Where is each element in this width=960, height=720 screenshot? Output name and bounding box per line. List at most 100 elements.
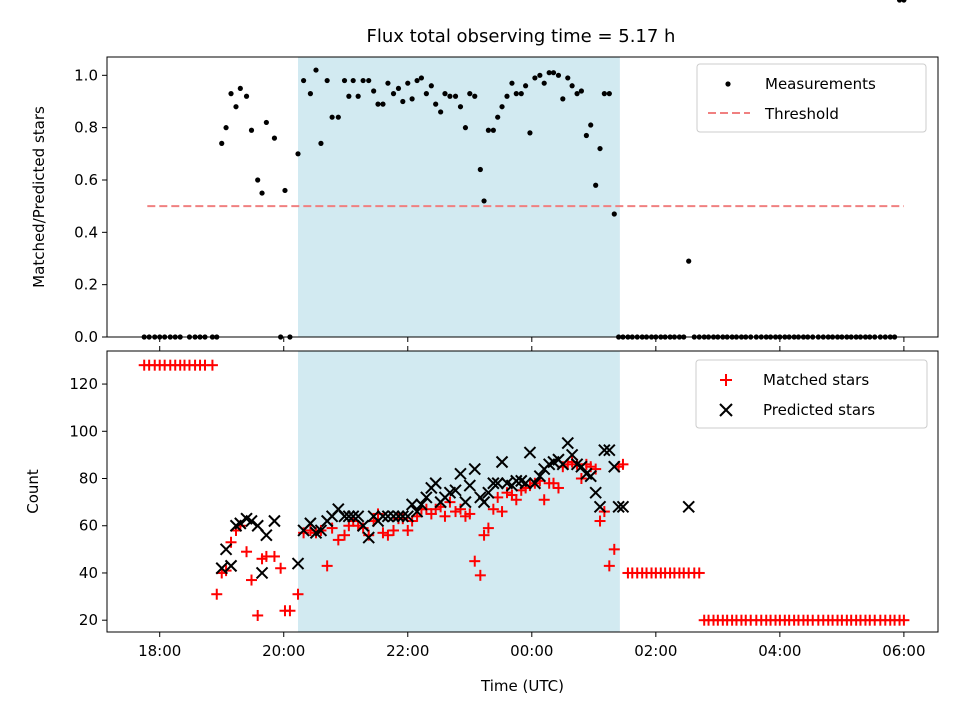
- legend-matched-label: Matched stars: [763, 371, 869, 389]
- predicted-star-point: [401, 510, 414, 523]
- measurement-point: [447, 93, 453, 99]
- measurement-point: [295, 151, 301, 157]
- measurement-point: [686, 258, 692, 264]
- measurement-point: [462, 125, 469, 131]
- count-y-tick-label: 60: [79, 517, 98, 535]
- matched-star-point: [275, 562, 287, 574]
- observing-window-bottom: [298, 351, 620, 632]
- matched-star-point: [496, 506, 508, 518]
- predicted-star-point: [342, 510, 356, 523]
- predicted-star-point: [429, 477, 442, 490]
- measurement-point: [504, 93, 510, 99]
- measurement-point: [228, 91, 234, 97]
- matched-star-point: [898, 614, 910, 626]
- matched-star-point: [617, 458, 629, 470]
- measurement-point: [259, 190, 265, 196]
- predicted-star-point: [255, 566, 269, 580]
- ratio-legend: Measurements Threshold: [696, 63, 927, 133]
- measurement-point: [318, 140, 324, 146]
- measurement-point: [300, 77, 307, 84]
- measurement-point: [588, 122, 594, 128]
- matched-star-point: [245, 574, 257, 586]
- matched-star-point: [326, 522, 338, 534]
- predicted-star-point: [314, 524, 328, 537]
- predicted-star-point: [533, 469, 547, 483]
- measurement-point: [380, 101, 386, 107]
- x-tick-label: 02:00: [634, 642, 677, 660]
- predicted-star-point: [410, 505, 424, 518]
- measurement-point: [371, 88, 377, 94]
- predicted-star-point: [215, 562, 228, 575]
- matched-star-point: [469, 555, 481, 567]
- measurement-point: [307, 91, 314, 97]
- predicted-star-point: [381, 510, 395, 523]
- measurement-point: [360, 77, 366, 84]
- ratio-y-tick-label: 0.6: [74, 171, 98, 189]
- ratio-y-tick-label: 0.8: [74, 119, 98, 137]
- predicted-star-point: [510, 474, 523, 488]
- measurement-point: [569, 83, 575, 89]
- predicted-star-point: [362, 531, 375, 544]
- measurement-point: [896, 0, 903, 3]
- predicted-star-point: [491, 477, 504, 490]
- measurement-point: [442, 91, 448, 97]
- predicted-star-point: [556, 458, 570, 471]
- measurement-point: [428, 83, 434, 89]
- predicted-star-point: [593, 500, 607, 514]
- measurement-point: [509, 80, 515, 86]
- predicted-star-point: [612, 500, 625, 514]
- measurement-point: [601, 91, 607, 97]
- count-y-tick-label: 20: [79, 611, 98, 629]
- predicted-star-point: [245, 514, 258, 528]
- measurement-point: [346, 93, 352, 99]
- measurement-point: [233, 104, 239, 110]
- measurement-point: [237, 85, 243, 92]
- measurement-point: [527, 130, 533, 136]
- predicted-star-point: [616, 500, 630, 514]
- counts-panel: 18:00 20:00 22:00 00:00 02:00 04:00 06:00 20 40 6…: [24, 346, 939, 695]
- predicted-star-point: [584, 469, 597, 483]
- measurement-point: [593, 182, 599, 188]
- matched-star-point: [339, 529, 351, 541]
- measurement-point: [335, 114, 341, 120]
- matched-star-point: [377, 527, 389, 539]
- matched-star-point: [284, 605, 296, 617]
- measurement-point: [499, 104, 505, 110]
- measurement-point: [341, 77, 348, 84]
- count-y-tick-label: 120: [69, 375, 98, 393]
- measurement-point: [597, 145, 603, 152]
- measurement-point: [409, 96, 415, 102]
- measurement-point: [375, 101, 381, 107]
- predicted-star-point: [260, 528, 273, 542]
- predicted-star-point: [468, 462, 481, 476]
- measurement-point: [400, 98, 406, 105]
- predicted-star-point: [454, 467, 467, 480]
- ratio-panel-frame: [106, 56, 939, 338]
- measurement-point: [395, 85, 402, 92]
- measurement-point: [355, 93, 361, 99]
- predicted-star-point: [291, 557, 305, 570]
- matched-star-point: [693, 567, 705, 579]
- measurement-point: [324, 77, 330, 84]
- x-tick-label: 20:00: [262, 642, 305, 660]
- predicted-star-point: [219, 543, 233, 556]
- predicted-star-point: [449, 484, 462, 497]
- matched-star-point: [608, 543, 620, 555]
- matched-star-point: [487, 503, 499, 515]
- x-axis-label: Time (UTC): [480, 677, 564, 695]
- measurement-point: [457, 104, 464, 110]
- x-tick-label: 22:00: [386, 642, 429, 660]
- measurement-point: [495, 114, 501, 120]
- measurement-point: [255, 177, 261, 183]
- measurement-point: [467, 91, 473, 97]
- matched-star-point: [388, 524, 400, 536]
- ratio-y-tick-label: 1.0: [74, 66, 98, 84]
- predicted-star-point: [561, 436, 574, 450]
- x-tick-label: 06:00: [882, 642, 925, 660]
- observing-window-top: [298, 57, 620, 337]
- predicted-star-point: [482, 486, 495, 499]
- legend-predicted-label: Predicted stars: [763, 401, 875, 419]
- matched-star-point: [332, 534, 344, 546]
- matched-star-point: [252, 609, 264, 621]
